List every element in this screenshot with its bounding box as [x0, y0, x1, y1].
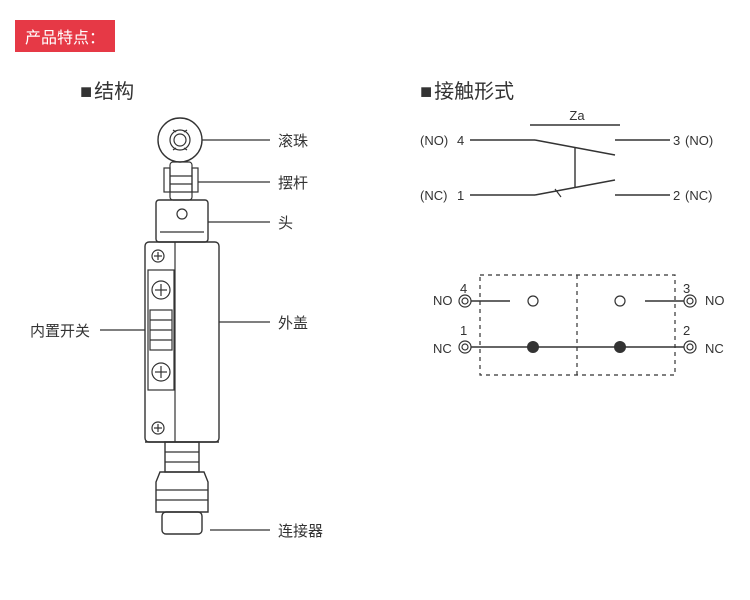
svg-text:(NC): (NC): [685, 188, 712, 203]
roller-group: 滚珠: [158, 118, 308, 162]
svg-text:NC: NC: [433, 341, 452, 356]
head-label: 头: [278, 215, 293, 232]
builtin-switch-label: 内置开关: [30, 323, 90, 340]
svg-text:NC: NC: [705, 341, 724, 356]
svg-text:1: 1: [457, 188, 464, 203]
svg-text:(NC): (NC): [420, 188, 447, 203]
svg-text:(NO): (NO): [420, 133, 448, 148]
product-badge: 产品特点：: [15, 20, 115, 52]
contact-title: 接触形式: [420, 75, 514, 104]
svg-text:1: 1: [460, 323, 467, 338]
structure-diagram: 滚珠 摆杆 头: [30, 110, 370, 580]
svg-text:2: 2: [673, 188, 680, 203]
svg-text:NO: NO: [705, 293, 725, 308]
head-group: 头: [156, 200, 293, 242]
structure-title: 结构: [80, 75, 134, 104]
svg-text:2: 2: [683, 323, 690, 338]
schematic-za: Za (NO) 4 3 (NO) (NC) 1 2 (NC): [420, 108, 713, 203]
terminal-block: NO 4 NO 3 NC 1 NC 2: [433, 275, 725, 375]
roller-label: 滚珠: [278, 133, 308, 150]
svg-text:Za: Za: [569, 108, 585, 123]
svg-text:3: 3: [673, 133, 680, 148]
cover-label: 外盖: [278, 315, 308, 332]
body-group: 内置开关 外盖: [30, 242, 308, 442]
svg-text:(NO): (NO): [685, 133, 713, 148]
lever-label: 摆杆: [278, 175, 308, 192]
neck-group: [165, 442, 199, 472]
lever-group: 摆杆: [164, 162, 308, 200]
connector-label: 连接器: [278, 523, 323, 540]
svg-text:NO: NO: [433, 293, 453, 308]
svg-text:4: 4: [457, 133, 464, 148]
svg-text:3: 3: [683, 281, 690, 296]
connector-group: 连接器: [156, 472, 323, 540]
contact-diagram: Za (NO) 4 3 (NO) (NC) 1 2 (NC) NO 4 NO: [415, 105, 735, 445]
svg-text:4: 4: [460, 281, 467, 296]
